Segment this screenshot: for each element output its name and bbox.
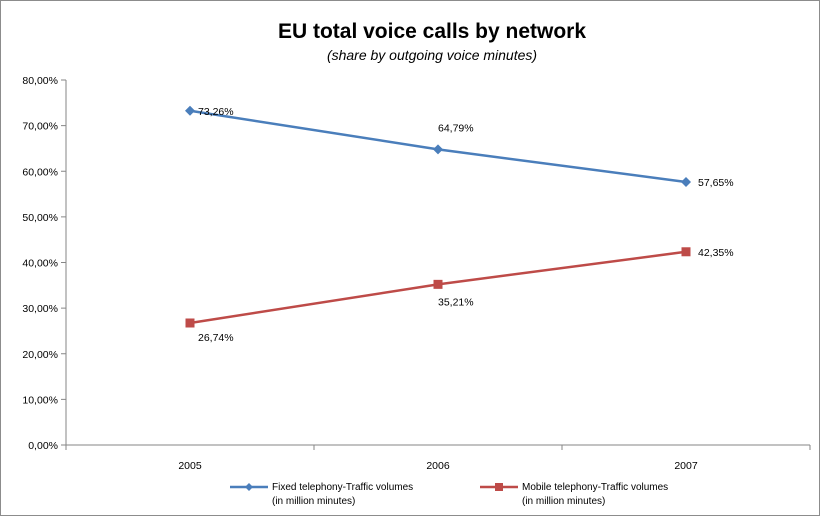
legend-label: (in million minutes) bbox=[522, 496, 605, 507]
y-tick-label: 80,00% bbox=[22, 75, 58, 87]
y-tick-label: 40,00% bbox=[22, 258, 58, 270]
data-point-marker bbox=[433, 144, 443, 155]
y-axis-ticks: 0,00% 10,00% 20,00% 30,00% 40,00% 50,00% 60,00… bbox=[22, 75, 66, 452]
legend-label: (in million minutes) bbox=[272, 496, 355, 507]
y-tick-label: 60,00% bbox=[22, 166, 58, 178]
data-label: 64,79% bbox=[438, 122, 474, 134]
data-point-marker bbox=[681, 247, 691, 257]
legend-item: Fixed telephony-Traffic volumes (in milli… bbox=[230, 482, 413, 507]
legend: Fixed telephony-Traffic volumes (in milli… bbox=[230, 482, 668, 507]
y-tick-label: 10,00% bbox=[22, 394, 58, 406]
x-axis-ticks: 2005 2006 2007 bbox=[65, 445, 811, 472]
chart-title: EU total voice calls by network bbox=[278, 20, 586, 43]
x-tick-label: 2006 bbox=[426, 460, 450, 472]
legend-swatch-marker bbox=[245, 483, 253, 491]
data-point-marker bbox=[185, 318, 195, 328]
data-label: 35,21% bbox=[438, 296, 474, 308]
y-tick-label: 50,00% bbox=[22, 212, 58, 224]
data-label: 73,26% bbox=[198, 106, 234, 118]
legend-label: Fixed telephony-Traffic volumes bbox=[272, 482, 413, 493]
y-tick-label: 30,00% bbox=[22, 303, 58, 315]
chart-subtitle: (share by outgoing voice minutes) bbox=[327, 47, 537, 63]
y-tick-label: 20,00% bbox=[22, 349, 58, 361]
series-fixed-telephony: 73,26% 64,79% 57,65% bbox=[185, 105, 734, 189]
legend-swatch-marker bbox=[495, 483, 503, 491]
data-label: 57,65% bbox=[698, 177, 734, 189]
series-layer: 73,26% 64,79% 57,65% 26,74% 35,21% 42,35% bbox=[185, 105, 734, 344]
series-mobile-telephony: 26,74% 35,21% 42,35% bbox=[185, 247, 734, 344]
y-tick-label: 70,00% bbox=[22, 121, 58, 133]
data-point-marker bbox=[185, 105, 195, 116]
data-label: 26,74% bbox=[198, 332, 234, 344]
legend-item: Mobile telephony-Traffic volumes (in mill… bbox=[480, 482, 668, 507]
data-point-marker bbox=[681, 176, 691, 187]
legend-label: Mobile telephony-Traffic volumes bbox=[522, 482, 668, 493]
x-tick-label: 2005 bbox=[178, 460, 202, 472]
y-tick-label: 0,00% bbox=[28, 440, 58, 452]
data-label: 42,35% bbox=[698, 247, 734, 259]
x-tick-label: 2007 bbox=[674, 460, 698, 472]
data-point-marker bbox=[433, 279, 443, 289]
